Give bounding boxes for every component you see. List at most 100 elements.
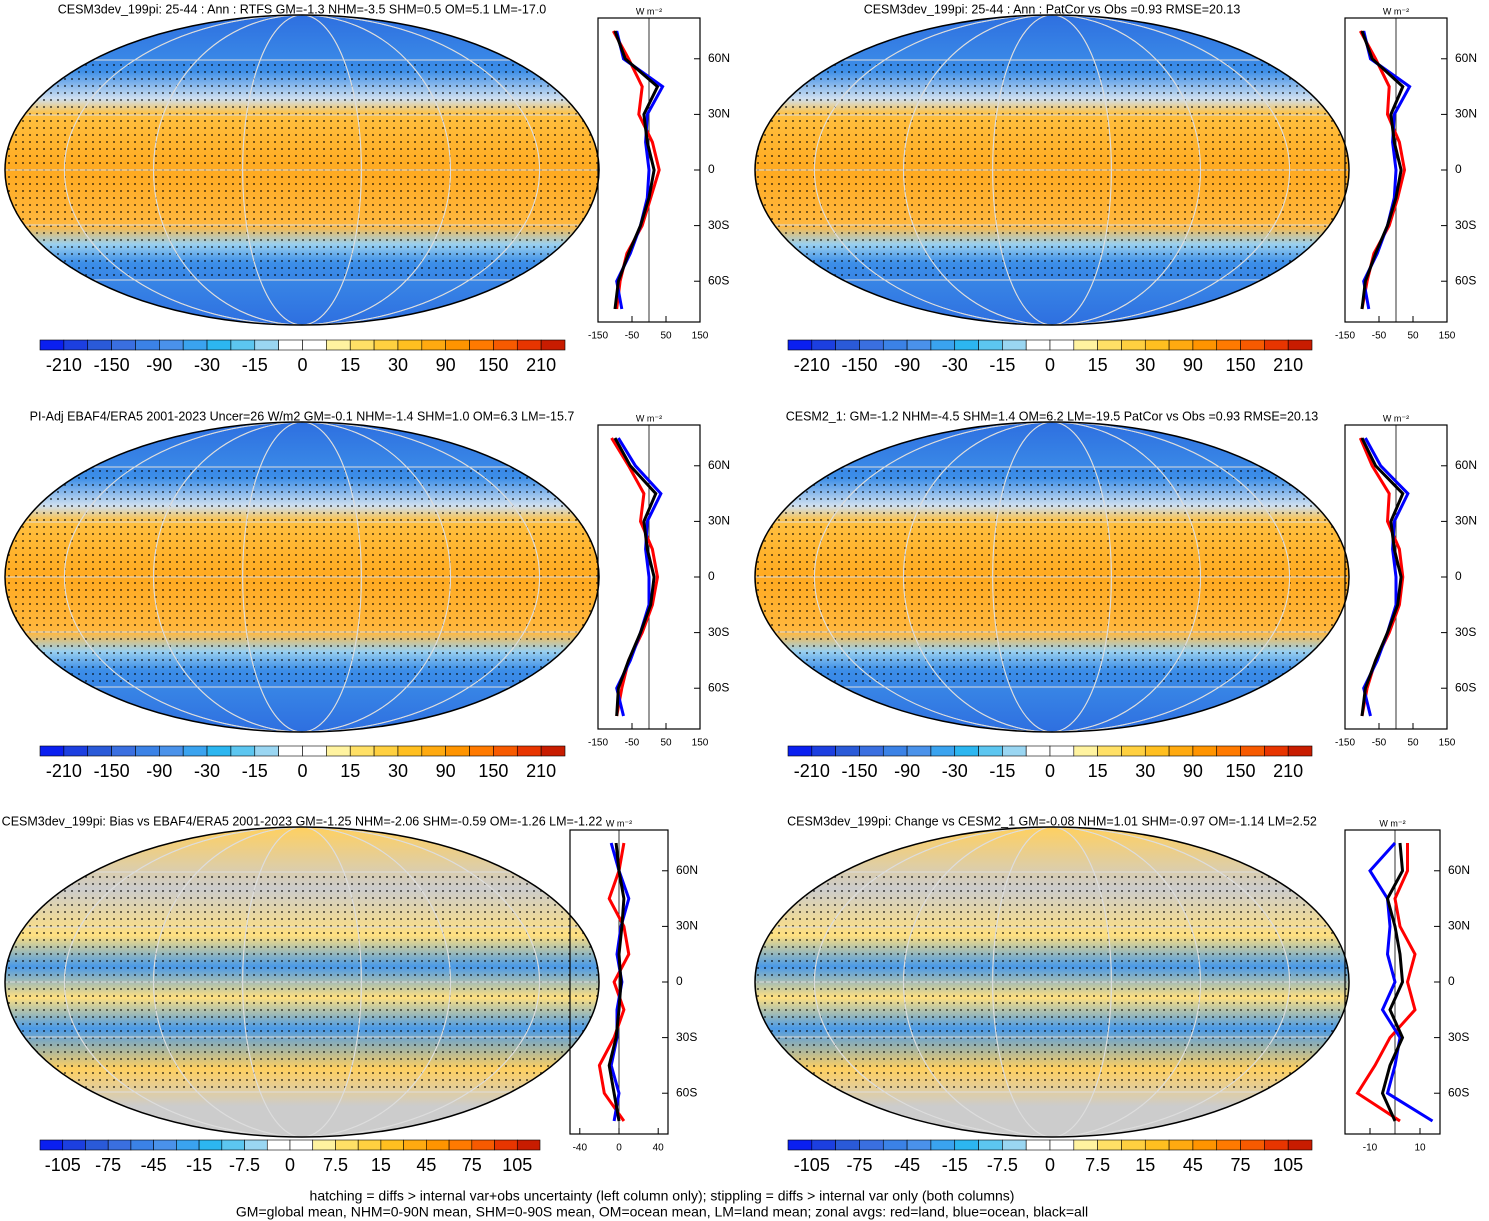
colorbar-box [445,745,470,757]
colorbar-label: -15 [242,355,268,375]
zonal-line [597,842,631,1122]
y-tick-label: 30N [1448,919,1470,933]
x-tick-label: 50 [1407,738,1419,749]
colorbar-box [882,339,908,351]
colorbar-box [1121,745,1146,757]
colorbar-box [312,1139,336,1151]
colorbar-box [206,745,232,757]
colorbar-label: 15 [340,355,360,375]
colorbar-box [1073,745,1098,757]
x-tick-label: -150 [1335,331,1355,342]
y-tick-label: 30S [708,625,729,639]
colorbar-box [176,1139,200,1151]
map-overlay [755,422,1349,732]
y-tick-label: 60N [708,51,730,65]
colorbar-box [516,745,542,757]
colorbar-box [1097,1139,1122,1151]
colorbar-label: -45 [141,1155,167,1175]
colorbar-box [906,1139,932,1151]
y-tick-label: 60S [1448,1085,1469,1099]
colorbar-box [244,1139,268,1151]
colorbar-box [335,1139,359,1151]
y-tick-label: 60N [1455,458,1477,472]
y-tick-label: 60S [1455,680,1476,694]
colorbar-box [906,745,932,757]
colorbar-box [111,745,136,757]
colorbar-box [230,745,256,757]
colorbar-box [87,339,112,351]
colorbar-label: -45 [894,1155,920,1175]
map [754,421,1350,733]
colorbar-label: 0 [285,1155,295,1175]
colorbar-box [448,1139,473,1151]
colorbar-label: 75 [462,1155,482,1175]
colorbar-label: -90 [146,761,172,781]
colorbar-box [1240,745,1265,757]
colorbar-label: 210 [526,355,556,375]
y-tick-label: 0 [708,162,715,176]
x-tick-label: -50 [1372,738,1387,749]
colorbar-box [835,1139,860,1151]
colorbar-label: -150 [94,761,130,781]
colorbar-box [1121,1139,1146,1151]
colorbar-box [469,745,494,757]
colorbar-box [540,339,566,351]
y-tick-label: 60S [708,273,729,287]
zonal-line [1358,30,1407,310]
colorbar-box [1049,1139,1075,1151]
colorbar-box [811,745,836,757]
x-tick-label: -50 [625,738,640,749]
y-tick-label: 30S [708,218,729,232]
colorbar-label: 15 [340,761,360,781]
colorbar-box [978,745,1003,757]
y-tick-label: 60S [708,680,729,694]
colorbar-box [516,339,542,351]
map-border [754,826,1350,1138]
colorbar-box [1216,1139,1241,1151]
y-tick-label: 0 [1448,974,1455,988]
colorbar-label: -105 [45,1155,81,1175]
y-tick-label: 30N [1455,514,1477,528]
colorbar-box [954,1139,979,1151]
colorbar-label: 105 [502,1155,532,1175]
colorbar-label: 30 [1135,761,1155,781]
panel-title: CESM3dev_199pi: 25-44 : Ann : PatCor vs … [864,2,1241,16]
colorbar-box [787,1139,813,1151]
colorbar-box [1097,339,1122,351]
colorbar-box [1025,339,1051,351]
colorbar-box [357,1139,382,1151]
colorbar-box [349,339,375,351]
y-tick-label: 30N [708,514,730,528]
colorbar-box [1192,745,1218,757]
colorbar-label: 0 [297,761,307,781]
colorbar-box [421,745,446,757]
colorbar-box [954,339,979,351]
profile-units: W m⁻² [606,818,632,828]
colorbar-label: 15 [371,1155,391,1175]
map [754,826,1350,1138]
colorbar-box [373,745,399,757]
colorbar-box [39,745,65,757]
y-tick-label: 0 [1455,569,1462,583]
map-overlay [5,15,599,325]
colorbar-box [1168,745,1194,757]
y-tick-label: 0 [1455,162,1462,176]
colorbar-label: -105 [794,1155,830,1175]
profile-units: W m⁻² [636,413,662,423]
colorbar-label: -150 [94,355,130,375]
zonal-line [1368,841,1434,1123]
x-tick-label: -40 [573,1143,588,1154]
colorbar-label: -210 [46,355,82,375]
map [754,14,1350,326]
map-border [4,826,600,1138]
colorbar-box [230,339,256,351]
colorbar-box [1049,339,1075,351]
colorbar-box [1168,1139,1194,1151]
profile-units: W m⁻² [1383,6,1409,16]
profile-units: W m⁻² [1379,818,1405,828]
colorbar-label: 45 [416,1155,436,1175]
colorbar-box [326,745,351,757]
colorbar-label: 150 [1226,355,1256,375]
colorbar-box [1264,745,1289,757]
map [4,14,600,326]
